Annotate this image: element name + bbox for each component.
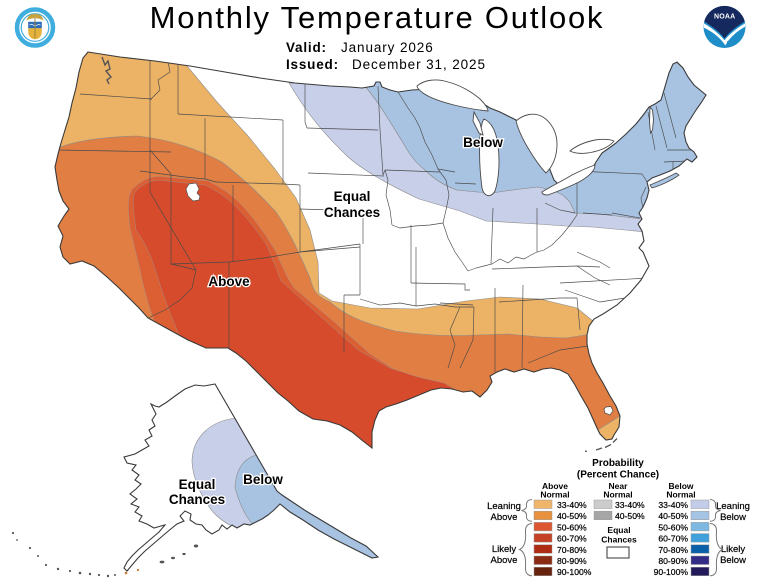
svg-text:Above: Above bbox=[491, 512, 518, 523]
svg-text:Equal: Equal bbox=[607, 525, 630, 535]
svg-text:Below: Below bbox=[463, 135, 503, 150]
svg-text:40-50%: 40-50% bbox=[557, 511, 587, 521]
svg-text:Chances: Chances bbox=[324, 205, 380, 220]
svg-text:70-80%: 70-80% bbox=[557, 545, 587, 555]
svg-text:33-40%: 33-40% bbox=[557, 500, 587, 510]
svg-text:Likely: Likely bbox=[721, 544, 746, 555]
svg-text:Issued:: Issued: bbox=[286, 57, 339, 72]
svg-text:80-90%: 80-90% bbox=[557, 556, 587, 566]
svg-text:40-50%: 40-50% bbox=[658, 511, 688, 521]
svg-text:January 2026: January 2026 bbox=[341, 40, 434, 55]
svg-text:Normal: Normal bbox=[603, 490, 632, 500]
svg-text:60-70%: 60-70% bbox=[658, 534, 688, 544]
svg-text:Leaning: Leaning bbox=[716, 501, 750, 512]
svg-text:50-60%: 50-60% bbox=[658, 522, 688, 532]
svg-text:Above: Above bbox=[542, 481, 568, 491]
svg-text:50-60%: 50-60% bbox=[557, 522, 587, 532]
svg-text:Chances: Chances bbox=[169, 492, 225, 507]
svg-text:Below: Below bbox=[668, 481, 693, 491]
svg-text:Below: Below bbox=[720, 512, 746, 523]
svg-text:Normal: Normal bbox=[666, 490, 695, 500]
svg-text:Above: Above bbox=[491, 555, 518, 566]
svg-text:Monthly Temperature Outlook: Monthly Temperature Outlook bbox=[150, 0, 605, 35]
svg-text:(Percent Chance): (Percent Chance) bbox=[577, 470, 659, 481]
svg-text:80-90%: 80-90% bbox=[658, 556, 688, 566]
svg-text:90-100%: 90-100% bbox=[654, 567, 689, 577]
svg-text:Valid:: Valid: bbox=[286, 40, 327, 55]
svg-text:Below: Below bbox=[243, 472, 283, 487]
svg-text:33-40%: 33-40% bbox=[615, 500, 645, 510]
svg-text:Probability: Probability bbox=[592, 458, 644, 469]
svg-text:33-40%: 33-40% bbox=[658, 500, 688, 510]
svg-text:Leaning: Leaning bbox=[487, 501, 521, 512]
svg-text:Near: Near bbox=[609, 481, 629, 491]
svg-text:December 31, 2025: December 31, 2025 bbox=[352, 57, 486, 72]
svg-text:90-100%: 90-100% bbox=[557, 567, 592, 577]
svg-text:Chances: Chances bbox=[601, 535, 637, 545]
svg-text:NOAA: NOAA bbox=[714, 14, 735, 21]
svg-text:Normal: Normal bbox=[540, 490, 569, 500]
svg-text:40-50%: 40-50% bbox=[615, 511, 645, 521]
svg-text:Likely: Likely bbox=[492, 544, 517, 555]
svg-text:70-80%: 70-80% bbox=[658, 545, 688, 555]
svg-text:60-70%: 60-70% bbox=[557, 534, 587, 544]
svg-text:Equal: Equal bbox=[179, 477, 216, 492]
svg-text:Above: Above bbox=[208, 274, 250, 289]
svg-text:Below: Below bbox=[720, 555, 746, 566]
svg-text:Equal: Equal bbox=[334, 189, 371, 204]
